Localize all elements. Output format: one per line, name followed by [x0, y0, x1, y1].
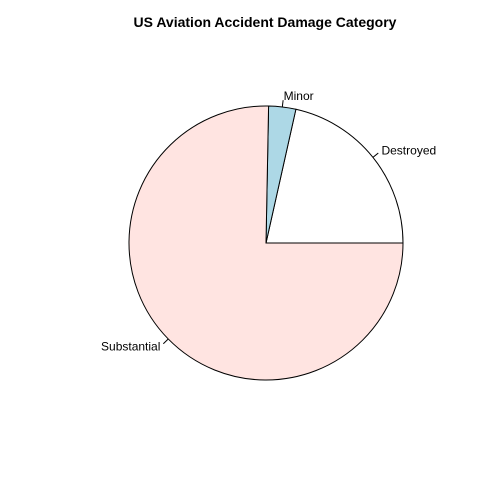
chart-title: US Aviation Accident Damage Category — [134, 14, 397, 30]
pie-label-destroyed: Destroyed — [381, 143, 436, 157]
pie-label-substantial: Substantial — [101, 340, 160, 354]
pie-slice-substantial — [128, 105, 404, 381]
leader-line-substantial — [162, 338, 169, 345]
leader-line-minor — [281, 100, 284, 108]
pie-label-minor: Minor — [284, 89, 314, 103]
pie-slices — [128, 105, 404, 381]
pie-labels: Destroyed Minor Substantial — [101, 89, 436, 354]
pie-slice-destroyed — [265, 108, 404, 244]
leader-line-destroyed — [372, 152, 379, 158]
